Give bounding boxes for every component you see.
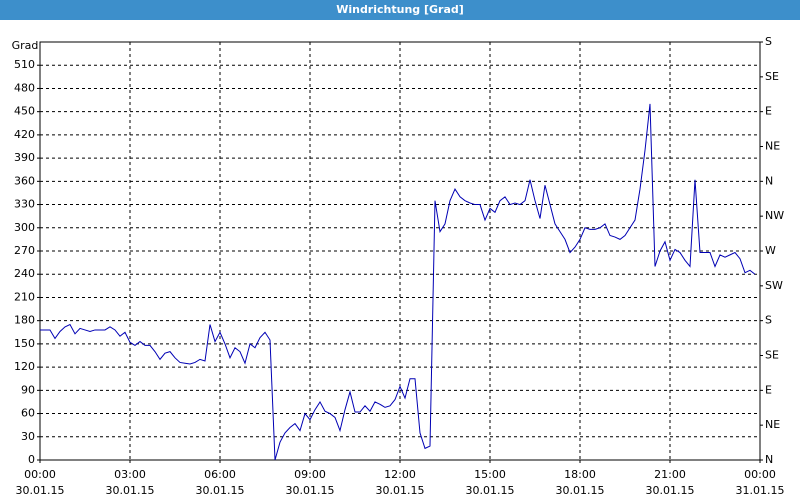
title-bar <box>0 0 800 20</box>
y-tick-label: 360 <box>14 174 35 187</box>
x-tick-label: 00:00 <box>744 468 776 481</box>
y2-tick-label: E <box>765 383 772 396</box>
x-tick-date: 30.01.15 <box>106 484 155 497</box>
y-tick-label: 390 <box>14 151 35 164</box>
y-tick-label: 450 <box>14 105 35 118</box>
y-tick-label: 330 <box>14 198 35 211</box>
y2-tick-label: S <box>765 314 772 327</box>
x-tick-date: 30.01.15 <box>286 484 335 497</box>
y-tick-label: 30 <box>21 430 35 443</box>
x-tick-date: 30.01.15 <box>196 484 245 497</box>
y-axis-label: Grad <box>12 39 39 52</box>
y2-tick-label: N <box>765 174 773 187</box>
chart-title: Windrichtung [Grad] <box>336 3 464 16</box>
y2-tick-label: SE <box>765 70 779 83</box>
x-tick-label: 18:00 <box>564 468 596 481</box>
x-tick-label: 06:00 <box>204 468 236 481</box>
x-tick-date: 30.01.15 <box>646 484 695 497</box>
x-tick-label: 00:00 <box>24 468 56 481</box>
data-line <box>40 103 756 461</box>
y2-tick-label: NW <box>765 209 784 222</box>
x-tick-label: 03:00 <box>114 468 146 481</box>
y-tick-label: 90 <box>21 383 35 396</box>
y-tick-label: 300 <box>14 221 35 234</box>
y2-tick-label: NE <box>765 418 780 431</box>
x-tick-date: 30.01.15 <box>556 484 605 497</box>
y2-tick-label: W <box>765 244 776 257</box>
y2-tick-label: S <box>765 35 772 48</box>
y2-tick-label: E <box>765 105 772 118</box>
y2-tick-label: SW <box>765 279 783 292</box>
y-tick-label: 120 <box>14 360 35 373</box>
y2-tick-label: SE <box>765 349 779 362</box>
y-tick-label: 420 <box>14 128 35 141</box>
x-tick-label: 12:00 <box>384 468 416 481</box>
y2-tick-label: N <box>765 453 773 466</box>
y-tick-label: 510 <box>14 58 35 71</box>
plot-frame <box>39 41 761 461</box>
y-tick-label: 210 <box>14 290 35 303</box>
x-tick-label: 15:00 <box>474 468 506 481</box>
y-tick-label: 60 <box>21 407 35 420</box>
y-tick-label: 270 <box>14 244 35 257</box>
x-tick-date: 31.01.15 <box>736 484 785 497</box>
x-tick-date: 30.01.15 <box>376 484 425 497</box>
y-tick-label: 0 <box>28 453 35 466</box>
y-tick-label: 180 <box>14 314 35 327</box>
x-tick-date: 30.01.15 <box>466 484 515 497</box>
y-tick-label: 150 <box>14 337 35 350</box>
y-tick-label: 480 <box>14 81 35 94</box>
x-tick-label: 21:00 <box>654 468 686 481</box>
y2-tick-label: NE <box>765 140 780 153</box>
x-tick-date: 30.01.15 <box>16 484 65 497</box>
x-tick-label: 09:00 <box>294 468 326 481</box>
y-tick-label: 240 <box>14 267 35 280</box>
